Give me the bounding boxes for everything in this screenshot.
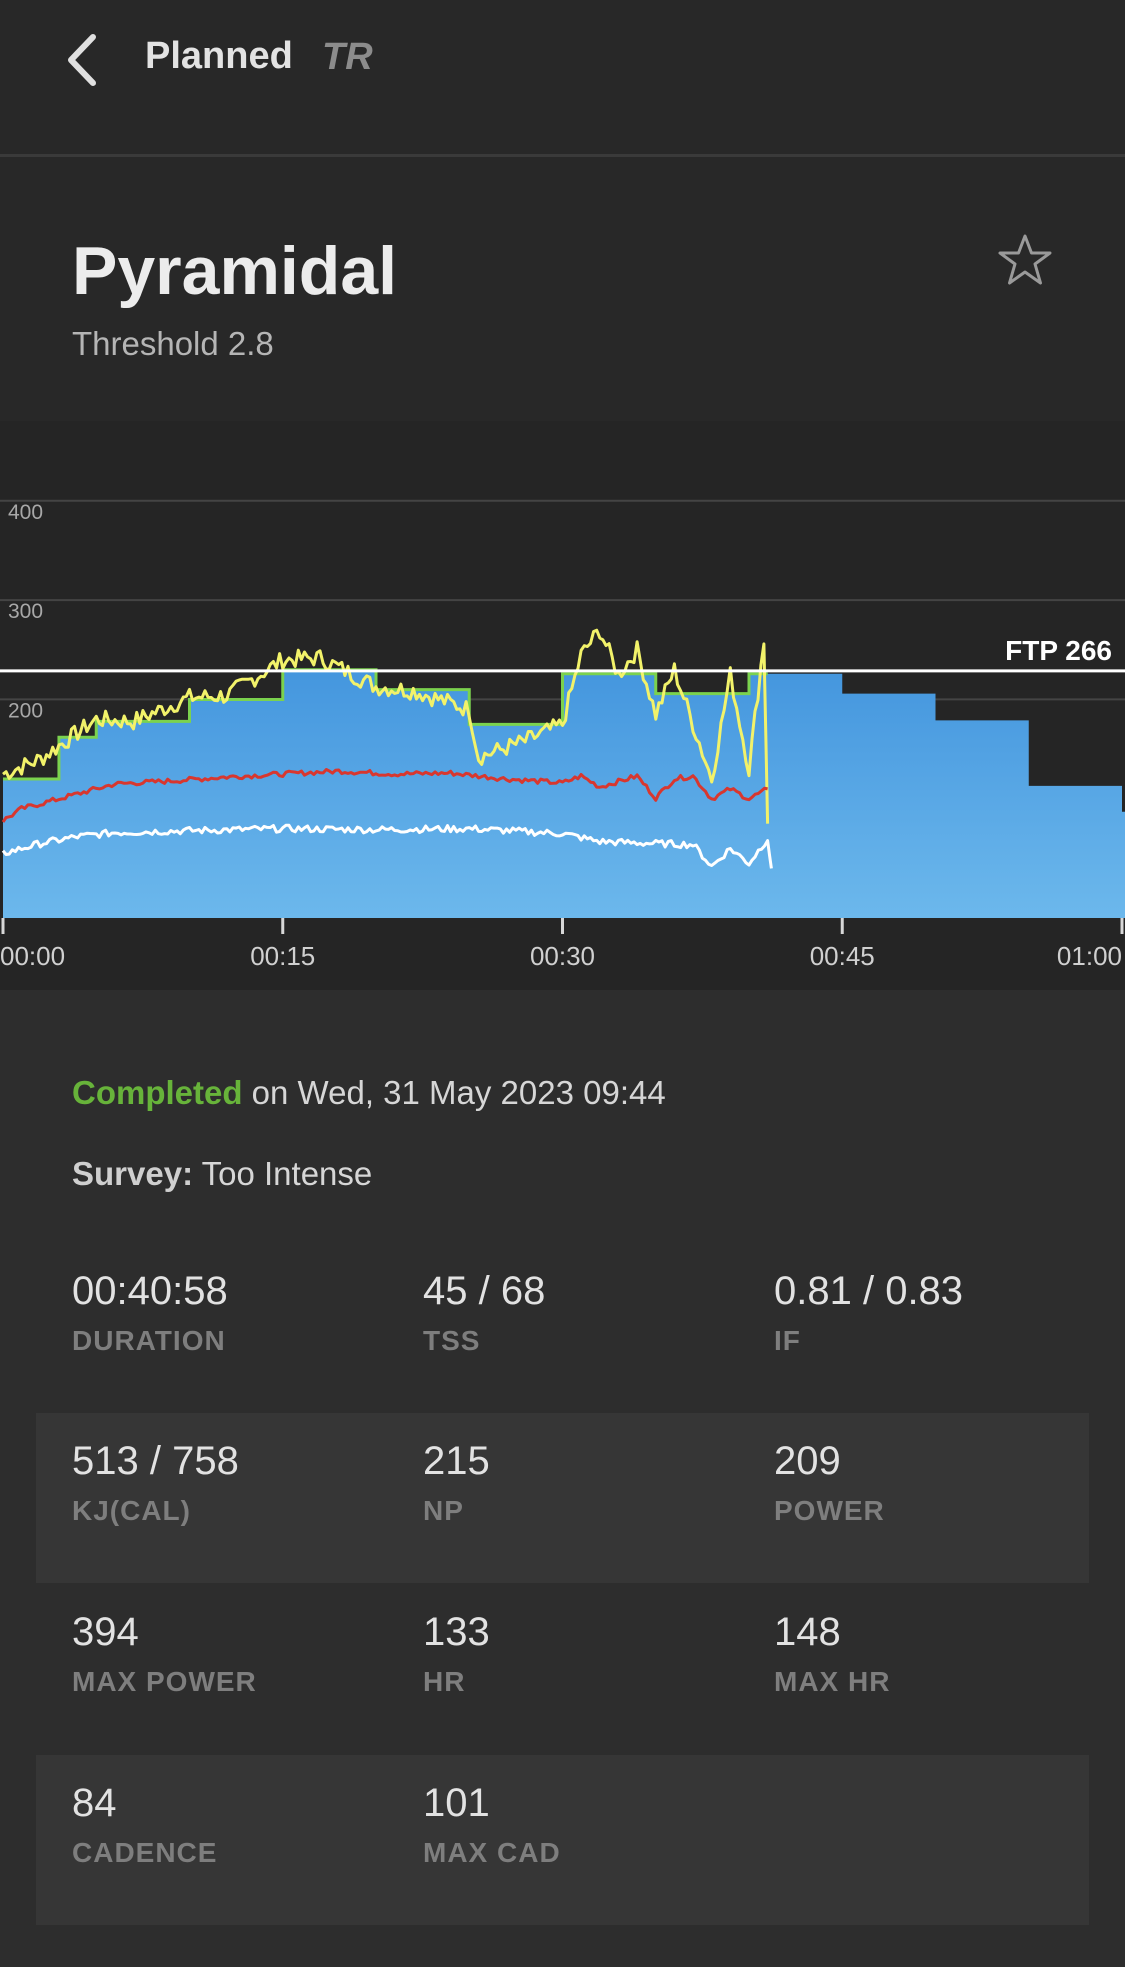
stat-label: MAX HR xyxy=(774,1666,891,1697)
stat-value: 513 / 758 xyxy=(72,1439,239,1483)
stat-value: 0.81 / 0.83 xyxy=(774,1269,964,1313)
stat-value: 84 xyxy=(72,1781,117,1825)
target-power-area xyxy=(3,669,1125,918)
workout-chart-svg: 500 400 300 200 FTP 266 00:00 00:15 00:30 00:4… xyxy=(0,421,1125,990)
top-bar: Planned TR xyxy=(0,0,1125,157)
stats-row-3: 394 MAX POWER 133 HR 148 MAX HR xyxy=(36,1584,1089,1754)
workout-header: Pyramidal Threshold 2.8 xyxy=(0,157,1125,421)
stat-value: 45 / 68 xyxy=(423,1269,546,1313)
stat-np: 215 NP xyxy=(423,1441,490,1527)
stats-row-1: 00:40:58 DURATION 45 / 68 TSS 0.81 / 0.8… xyxy=(36,1243,1089,1413)
cadence-line xyxy=(1,823,773,869)
workout-level: Threshold 2.8 xyxy=(72,325,274,362)
y-tick-label: 500 xyxy=(8,421,43,425)
stat-tss: 45 / 68 TSS xyxy=(423,1271,545,1357)
survey-value: Too Intense xyxy=(193,1155,373,1192)
stat-value: 209 xyxy=(774,1439,841,1483)
stat-max-cad: 101 MAX CAD xyxy=(423,1783,561,1869)
stat-kj: 513 / 758 KJ(CAL) xyxy=(72,1441,239,1527)
survey-label: Survey: xyxy=(72,1155,194,1192)
stat-label: CADENCE xyxy=(72,1837,218,1868)
completed-status: Completed xyxy=(72,1074,243,1111)
stat-duration: 00:40:58 DURATION xyxy=(72,1271,228,1357)
stat-label: POWER xyxy=(774,1495,885,1526)
stat-value: 101 xyxy=(423,1781,490,1825)
stats-row-2: 513 / 758 KJ(CAL) 215 NP 209 POWER xyxy=(36,1413,1089,1583)
stats-row-4: 84 CADENCE 101 MAX CAD xyxy=(36,1755,1089,1925)
y-tick-label: 400 xyxy=(8,501,43,524)
completed-date: on Wed, 31 May 2023 09:44 xyxy=(242,1074,666,1111)
chevron-left-icon xyxy=(68,34,96,86)
stat-label: NP xyxy=(423,1495,464,1526)
x-tick-label: 00:00 xyxy=(0,941,65,971)
workout-chart[interactable]: 500 400 300 200 FTP 266 00:00 00:15 00:30 00:4… xyxy=(0,421,1125,990)
x-tick-label: 00:30 xyxy=(530,941,595,971)
stat-label: KJ(CAL) xyxy=(72,1495,191,1526)
stat-power: 209 POWER xyxy=(774,1441,885,1527)
stat-label: MAX CAD xyxy=(423,1837,561,1868)
trainerroad-logo: TR xyxy=(322,36,373,76)
stat-label: DURATION xyxy=(72,1325,226,1356)
x-tick-label: 00:15 xyxy=(250,941,315,971)
y-tick-label: 300 xyxy=(8,600,43,623)
workout-title: Pyramidal xyxy=(72,233,398,309)
favorite-star-icon[interactable] xyxy=(996,232,1054,290)
target-outline xyxy=(3,668,768,781)
stat-value: 215 xyxy=(423,1439,490,1483)
stat-label: HR xyxy=(423,1666,466,1697)
heart-rate-line xyxy=(1,768,768,823)
stat-value: 394 xyxy=(72,1610,139,1654)
y-tick-label: 200 xyxy=(8,699,43,722)
completion-summary: Completed on Wed, 31 May 2023 09:44 xyxy=(72,1074,666,1112)
svg-text:TR: TR xyxy=(322,36,373,76)
stat-value: 148 xyxy=(774,1610,841,1654)
stat-max-power: 394 MAX POWER xyxy=(72,1612,257,1698)
stat-label: TSS xyxy=(423,1325,481,1356)
x-tick-label: 01:00 xyxy=(1057,941,1122,971)
back-button[interactable] xyxy=(52,30,112,90)
stat-label: IF xyxy=(774,1325,801,1356)
power-line xyxy=(2,628,770,824)
stat-hr: 133 HR xyxy=(423,1612,490,1698)
survey-result: Survey: Too Intense xyxy=(72,1155,372,1193)
x-tick-label: 00:45 xyxy=(810,941,875,971)
stat-value: 133 xyxy=(423,1610,490,1654)
stat-value: 00:40:58 xyxy=(72,1269,228,1313)
stat-label: MAX POWER xyxy=(72,1666,257,1697)
stat-max-hr: 148 MAX HR xyxy=(774,1612,890,1698)
stat-cadence: 84 CADENCE xyxy=(72,1783,217,1869)
stat-if: 0.81 / 0.83 IF xyxy=(774,1271,963,1357)
page-title: Planned xyxy=(145,35,293,77)
ftp-label: FTP 266 xyxy=(1005,635,1112,666)
